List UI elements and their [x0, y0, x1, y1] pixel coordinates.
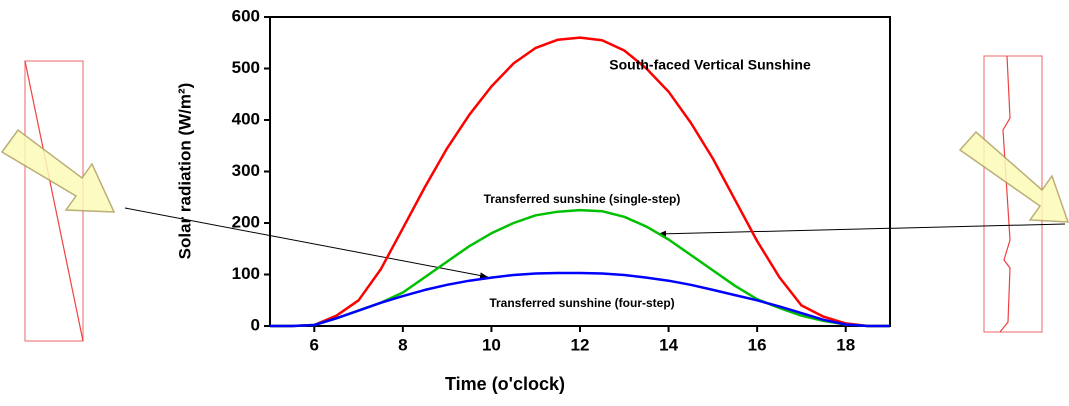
pointer [657, 223, 1066, 238]
x-tick-label: 16 [748, 335, 767, 354]
annotation: South-faced Vertical Sunshine [609, 57, 811, 73]
y-tick-label: 400 [232, 109, 260, 128]
x-tick-label: 14 [659, 335, 678, 354]
x-tick-label: 12 [571, 335, 590, 354]
x-tick-label: 8 [398, 335, 407, 354]
y-tick-label: 100 [232, 264, 260, 283]
left-panel [0, 60, 116, 342]
pointer [124, 207, 489, 279]
right-panel [958, 55, 1069, 333]
x-tick-label: 10 [482, 335, 501, 354]
y-tick-label: 200 [232, 212, 260, 231]
annotation: Transferred sunshine (four-step) [489, 296, 674, 310]
x-axis-title: Time (o'clock) [445, 374, 565, 394]
y-tick-label: 300 [232, 161, 260, 180]
y-tick-label: 500 [232, 58, 260, 77]
series-line [270, 271, 890, 328]
annotation: Transferred sunshine (single-step) [484, 192, 681, 206]
y-axis-title: Solar radiation (W/m²) [175, 83, 194, 260]
series-line [270, 36, 890, 328]
y-tick-label: 0 [251, 315, 260, 334]
y-tick-label: 600 [232, 6, 260, 25]
x-tick-label: 18 [836, 335, 855, 354]
x-tick-label: 6 [310, 335, 319, 354]
